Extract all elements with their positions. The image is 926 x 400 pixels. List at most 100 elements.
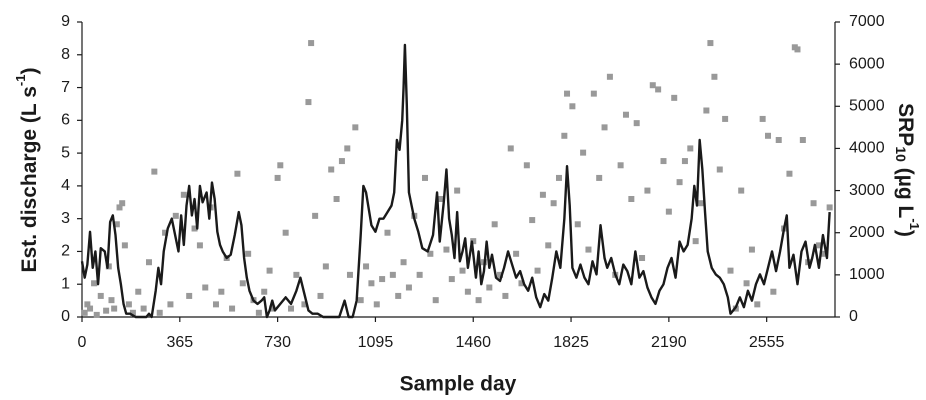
data-point <box>373 301 380 308</box>
data-point <box>665 208 672 215</box>
data-point <box>497 271 504 278</box>
data-point <box>545 242 552 249</box>
y-label-text: Est. discharge (L s <box>18 86 41 272</box>
data-point <box>84 301 91 308</box>
data-point <box>81 309 88 316</box>
data-point <box>357 297 364 304</box>
data-point <box>113 221 120 228</box>
data-line <box>80 43 831 319</box>
data-point <box>692 238 699 245</box>
data-point <box>644 187 651 194</box>
data-point <box>186 292 193 299</box>
data-point <box>405 284 412 291</box>
x-tick-label: 365 <box>166 334 193 351</box>
data-point <box>676 179 683 186</box>
data-point <box>671 94 678 101</box>
data-point <box>87 305 94 312</box>
data-point <box>555 174 562 181</box>
data-point <box>529 217 536 224</box>
data-point <box>180 191 187 198</box>
data-point <box>239 280 246 287</box>
data-point <box>681 158 688 165</box>
data-point <box>601 124 608 131</box>
data-point <box>561 132 568 139</box>
y-label-sup: -1 <box>13 75 28 87</box>
y2-label-end: ) <box>894 230 917 237</box>
y-tick-label: 0 <box>61 308 70 325</box>
data-point <box>539 191 546 198</box>
y2-tick-label: 5000 <box>849 98 885 115</box>
data-point <box>590 90 597 97</box>
data-point <box>212 301 219 308</box>
data-point <box>606 73 613 80</box>
data-point <box>140 305 147 312</box>
data-point <box>191 225 198 232</box>
data-point <box>687 145 694 152</box>
data-point <box>507 145 514 152</box>
data-point <box>633 120 640 127</box>
data-point <box>518 280 525 287</box>
data-point <box>167 301 174 308</box>
data-point <box>727 267 734 274</box>
x-tick-label: 2190 <box>651 334 687 351</box>
data-point <box>395 292 402 299</box>
y2-label-text: SRP <box>894 103 917 146</box>
data-point <box>293 271 300 278</box>
data-point <box>91 280 98 287</box>
data-point <box>534 267 541 274</box>
data-point <box>125 301 132 308</box>
data-point <box>400 259 407 266</box>
data-point <box>574 221 581 228</box>
data-point <box>103 307 110 314</box>
data-point <box>108 297 115 304</box>
data-point <box>569 103 576 110</box>
data-point <box>328 166 335 173</box>
data-point <box>475 297 482 304</box>
data-point <box>129 309 136 316</box>
y-tick-label: 9 <box>61 13 70 30</box>
x-tick-label: 1095 <box>358 334 394 351</box>
data-point <box>322 263 329 270</box>
y2-label-sub: 10 <box>893 146 909 162</box>
data-point <box>301 301 308 308</box>
data-point <box>151 168 158 175</box>
data-point <box>580 149 587 156</box>
data-point <box>261 288 268 295</box>
data-point <box>711 73 718 80</box>
data-point <box>202 284 209 291</box>
data-point <box>649 82 656 89</box>
y-tick-label: 3 <box>61 210 70 227</box>
data-point <box>454 187 461 194</box>
data-point <box>660 158 667 165</box>
data-point <box>459 267 466 274</box>
data-point <box>145 259 152 266</box>
data-point <box>317 292 324 299</box>
data-point <box>432 297 439 304</box>
x-tick-label: 1460 <box>455 334 491 351</box>
data-point <box>229 305 236 312</box>
y2-tick-label: 0 <box>849 308 858 325</box>
data-point <box>765 132 772 139</box>
data-point <box>274 174 281 181</box>
data-point <box>269 305 276 312</box>
data-point <box>218 288 225 295</box>
data-point <box>794 46 801 53</box>
y-tick-label: 2 <box>61 243 70 260</box>
data-point <box>422 174 429 181</box>
data-point <box>738 187 745 194</box>
data-point <box>196 242 203 249</box>
data-point <box>116 204 123 211</box>
data-point <box>810 200 817 207</box>
data-point <box>389 271 396 278</box>
data-point <box>786 170 793 177</box>
y2-label-sup: -1 <box>907 218 922 230</box>
data-point <box>743 280 750 287</box>
data-point <box>172 212 179 219</box>
data-point <box>622 111 629 118</box>
data-point <box>111 305 118 312</box>
data-point <box>821 250 828 257</box>
data-point <box>312 212 319 219</box>
y-tick-label: 1 <box>61 275 70 292</box>
data-point <box>703 107 710 114</box>
data-point <box>754 301 761 308</box>
